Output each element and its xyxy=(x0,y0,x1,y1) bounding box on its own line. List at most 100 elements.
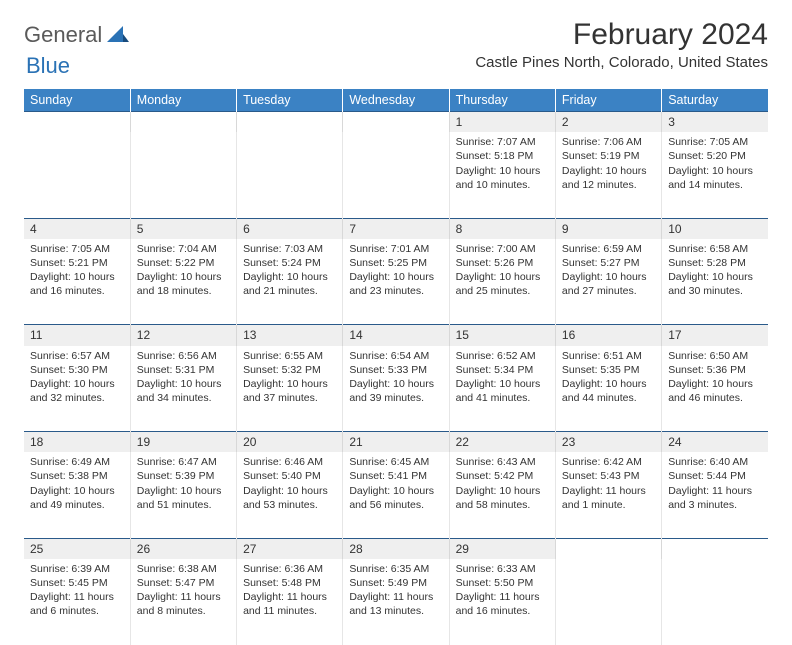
sunset-text: Sunset: 5:20 PM xyxy=(668,149,762,163)
day-cell xyxy=(343,132,449,218)
day-cell: Sunrise: 6:47 AMSunset: 5:39 PMDaylight:… xyxy=(130,452,236,538)
calendar-table: Sunday Monday Tuesday Wednesday Thursday… xyxy=(24,89,768,645)
day-cell: Sunrise: 7:05 AMSunset: 5:20 PMDaylight:… xyxy=(662,132,768,218)
calendar-page: General February 2024 Castle Pines North… xyxy=(0,0,792,645)
sunset-text: Sunset: 5:27 PM xyxy=(562,256,655,270)
day-number-cell xyxy=(662,538,768,559)
sunrise-text: Sunrise: 7:05 AM xyxy=(30,242,124,256)
sunrise-text: Sunrise: 6:33 AM xyxy=(456,562,549,576)
sunrise-text: Sunrise: 6:49 AM xyxy=(30,455,124,469)
daylight-text: Daylight: 10 hours and 25 minutes. xyxy=(456,270,549,298)
day-number-row: 123 xyxy=(24,112,768,133)
day-cell: Sunrise: 6:56 AMSunset: 5:31 PMDaylight:… xyxy=(130,346,236,432)
daylight-text: Daylight: 10 hours and 41 minutes. xyxy=(456,377,549,405)
sunrise-text: Sunrise: 6:54 AM xyxy=(349,349,442,363)
day-number-cell: 5 xyxy=(130,218,236,239)
sunrise-text: Sunrise: 7:04 AM xyxy=(137,242,230,256)
day-number-cell: 18 xyxy=(24,432,130,453)
day-number-row: 11121314151617 xyxy=(24,325,768,346)
day-cell: Sunrise: 6:55 AMSunset: 5:32 PMDaylight:… xyxy=(237,346,343,432)
day-cell xyxy=(130,132,236,218)
daylight-text: Daylight: 11 hours and 11 minutes. xyxy=(243,590,336,618)
daylight-text: Daylight: 10 hours and 37 minutes. xyxy=(243,377,336,405)
sunset-text: Sunset: 5:38 PM xyxy=(30,469,124,483)
day-cell: Sunrise: 6:36 AMSunset: 5:48 PMDaylight:… xyxy=(237,559,343,645)
day-number-cell: 6 xyxy=(237,218,343,239)
day-cell: Sunrise: 6:35 AMSunset: 5:49 PMDaylight:… xyxy=(343,559,449,645)
day-cell: Sunrise: 7:07 AMSunset: 5:18 PMDaylight:… xyxy=(449,132,555,218)
day-cell xyxy=(237,132,343,218)
daylight-text: Daylight: 10 hours and 58 minutes. xyxy=(456,484,549,512)
daylight-text: Daylight: 10 hours and 16 minutes. xyxy=(30,270,124,298)
sunrise-text: Sunrise: 6:58 AM xyxy=(668,242,762,256)
day-number-cell: 12 xyxy=(130,325,236,346)
day-number-cell: 10 xyxy=(662,218,768,239)
sunset-text: Sunset: 5:34 PM xyxy=(456,363,549,377)
weekday-header: Tuesday xyxy=(237,89,343,112)
daylight-text: Daylight: 10 hours and 27 minutes. xyxy=(562,270,655,298)
sunset-text: Sunset: 5:49 PM xyxy=(349,576,442,590)
day-cell: Sunrise: 7:04 AMSunset: 5:22 PMDaylight:… xyxy=(130,239,236,325)
sunset-text: Sunset: 5:45 PM xyxy=(30,576,124,590)
sunset-text: Sunset: 5:25 PM xyxy=(349,256,442,270)
daylight-text: Daylight: 10 hours and 51 minutes. xyxy=(137,484,230,512)
day-number-cell: 21 xyxy=(343,432,449,453)
day-number-cell: 24 xyxy=(662,432,768,453)
sunset-text: Sunset: 5:40 PM xyxy=(243,469,336,483)
sunrise-text: Sunrise: 6:55 AM xyxy=(243,349,336,363)
day-cell: Sunrise: 6:57 AMSunset: 5:30 PMDaylight:… xyxy=(24,346,130,432)
day-cell: Sunrise: 6:42 AMSunset: 5:43 PMDaylight:… xyxy=(555,452,661,538)
day-cell: Sunrise: 6:46 AMSunset: 5:40 PMDaylight:… xyxy=(237,452,343,538)
sunrise-text: Sunrise: 7:05 AM xyxy=(668,135,762,149)
daylight-text: Daylight: 10 hours and 53 minutes. xyxy=(243,484,336,512)
day-number-cell: 3 xyxy=(662,112,768,133)
sunrise-text: Sunrise: 6:45 AM xyxy=(349,455,442,469)
logo-text-general: General xyxy=(24,22,102,48)
sunrise-text: Sunrise: 6:38 AM xyxy=(137,562,230,576)
day-number-row: 18192021222324 xyxy=(24,432,768,453)
day-number-cell: 8 xyxy=(449,218,555,239)
day-cell: Sunrise: 6:49 AMSunset: 5:38 PMDaylight:… xyxy=(24,452,130,538)
daylight-text: Daylight: 11 hours and 16 minutes. xyxy=(456,590,549,618)
sunrise-text: Sunrise: 6:51 AM xyxy=(562,349,655,363)
sunset-text: Sunset: 5:31 PM xyxy=(137,363,230,377)
day-number-row: 2526272829 xyxy=(24,538,768,559)
day-content-row: Sunrise: 7:05 AMSunset: 5:21 PMDaylight:… xyxy=(24,239,768,325)
day-number-cell xyxy=(24,112,130,133)
day-number-cell: 1 xyxy=(449,112,555,133)
day-number-cell: 17 xyxy=(662,325,768,346)
day-cell: Sunrise: 6:59 AMSunset: 5:27 PMDaylight:… xyxy=(555,239,661,325)
day-cell: Sunrise: 6:45 AMSunset: 5:41 PMDaylight:… xyxy=(343,452,449,538)
sunrise-text: Sunrise: 6:40 AM xyxy=(668,455,762,469)
day-content-row: Sunrise: 6:39 AMSunset: 5:45 PMDaylight:… xyxy=(24,559,768,645)
daylight-text: Daylight: 11 hours and 6 minutes. xyxy=(30,590,124,618)
day-number-cell: 27 xyxy=(237,538,343,559)
day-number-cell: 13 xyxy=(237,325,343,346)
daylight-text: Daylight: 10 hours and 46 minutes. xyxy=(668,377,762,405)
day-number-cell: 14 xyxy=(343,325,449,346)
day-number-cell: 7 xyxy=(343,218,449,239)
sunrise-text: Sunrise: 6:35 AM xyxy=(349,562,442,576)
sunset-text: Sunset: 5:47 PM xyxy=(137,576,230,590)
day-cell: Sunrise: 6:58 AMSunset: 5:28 PMDaylight:… xyxy=(662,239,768,325)
day-number-cell xyxy=(343,112,449,133)
daylight-text: Daylight: 10 hours and 21 minutes. xyxy=(243,270,336,298)
day-cell: Sunrise: 6:50 AMSunset: 5:36 PMDaylight:… xyxy=(662,346,768,432)
daylight-text: Daylight: 10 hours and 10 minutes. xyxy=(456,164,549,192)
weekday-header-row: Sunday Monday Tuesday Wednesday Thursday… xyxy=(24,89,768,112)
daylight-text: Daylight: 11 hours and 3 minutes. xyxy=(668,484,762,512)
sunrise-text: Sunrise: 6:43 AM xyxy=(456,455,549,469)
day-cell: Sunrise: 7:03 AMSunset: 5:24 PMDaylight:… xyxy=(237,239,343,325)
sunset-text: Sunset: 5:28 PM xyxy=(668,256,762,270)
sunrise-text: Sunrise: 6:36 AM xyxy=(243,562,336,576)
location-text: Castle Pines North, Colorado, United Sta… xyxy=(475,54,768,71)
weekday-header: Saturday xyxy=(662,89,768,112)
day-cell xyxy=(555,559,661,645)
sunset-text: Sunset: 5:21 PM xyxy=(30,256,124,270)
day-number-cell: 28 xyxy=(343,538,449,559)
sunset-text: Sunset: 5:36 PM xyxy=(668,363,762,377)
weekday-header: Friday xyxy=(555,89,661,112)
daylight-text: Daylight: 10 hours and 30 minutes. xyxy=(668,270,762,298)
sunset-text: Sunset: 5:39 PM xyxy=(137,469,230,483)
day-number-cell xyxy=(237,112,343,133)
